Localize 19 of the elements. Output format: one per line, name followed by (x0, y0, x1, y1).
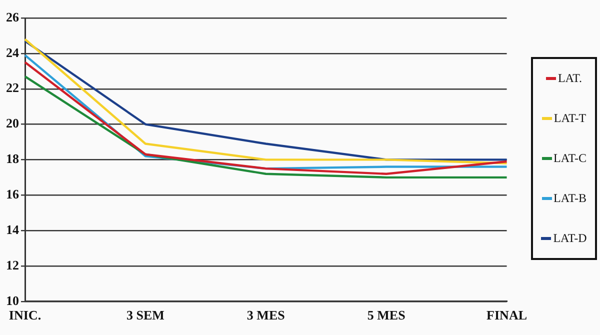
y-tick-label: 24 (6, 44, 20, 60)
legend-label: LAT-B (554, 190, 586, 206)
y-tick-label: 16 (6, 186, 20, 202)
legend-label: LAT-C (554, 150, 586, 166)
x-tick-label: 5 MES (367, 308, 406, 323)
legend-label: LAT-D (553, 230, 587, 246)
x-tick-label: FINAL (486, 308, 528, 323)
y-tick-label: 18 (6, 151, 20, 166)
y-tick-label: 12 (6, 257, 19, 272)
y-tick-label: 26 (6, 9, 20, 24)
x-tick-label: 3 SEM (126, 308, 164, 323)
y-tick-label: 10 (6, 292, 19, 308)
y-tick-label: 20 (6, 116, 19, 131)
y-tick-label: 22 (6, 80, 19, 96)
legend-label: LAT-T (554, 111, 586, 126)
x-tick-label: 3 MES (246, 308, 285, 323)
y-tick-label: 14 (6, 222, 20, 237)
legend-label: LAT. (558, 71, 582, 86)
x-tick-label: INIC. (8, 308, 42, 323)
